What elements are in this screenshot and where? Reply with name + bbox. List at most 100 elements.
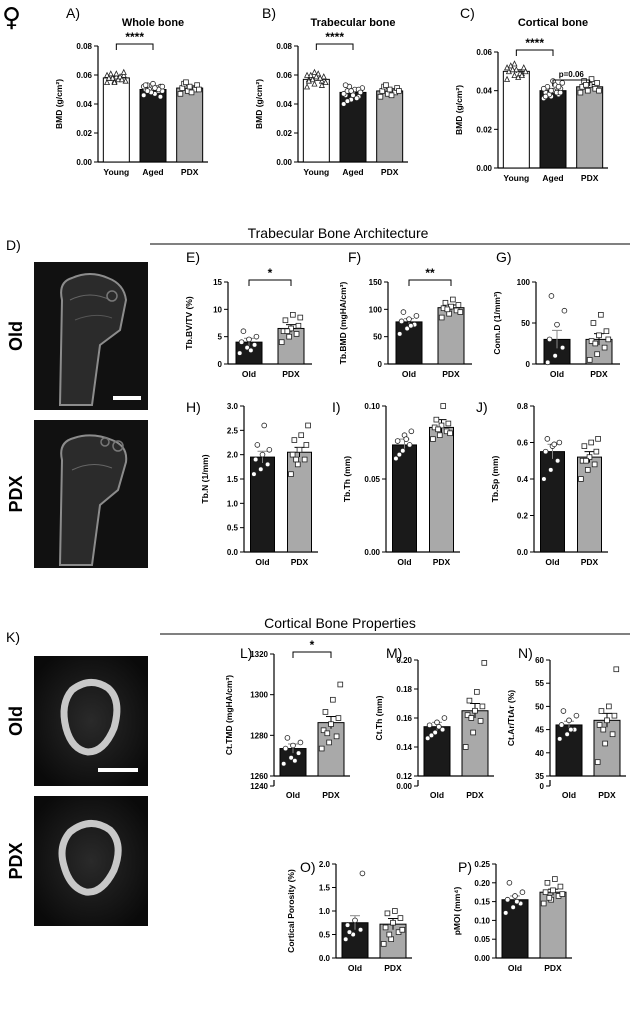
x-tick-label-G: PDX xyxy=(590,369,608,379)
data-point-N xyxy=(611,712,618,719)
data-point-C xyxy=(513,66,520,73)
data-point-B xyxy=(396,88,402,94)
x-tick-label-I: PDX xyxy=(433,557,451,567)
data-point-J xyxy=(551,441,558,448)
data-point-I xyxy=(440,403,447,409)
y-tick-label-E: 5 xyxy=(218,333,223,342)
panel-letter-M: M) xyxy=(386,645,402,661)
data-point-A xyxy=(105,74,112,81)
data-point-B xyxy=(311,68,318,75)
y-tick-label-H: 0.0 xyxy=(227,548,239,557)
data-point-P xyxy=(510,904,516,911)
data-point-B xyxy=(350,92,356,99)
data-point-A xyxy=(107,70,114,77)
chart-panel-B: B) Trabecular bone 0.00 0.02 0.04 0.06 0.08 BMD… xyxy=(254,5,408,177)
y-axis-label-G: Conn.D (1/mm³) xyxy=(492,291,502,354)
data-point-I xyxy=(406,442,413,448)
data-point-G xyxy=(603,328,610,334)
data-point-C xyxy=(588,76,595,82)
y-tick-label-E: 10 xyxy=(213,305,222,314)
data-point-N xyxy=(602,740,608,747)
data-point-F xyxy=(438,314,445,321)
significance-bracket-C xyxy=(515,49,554,56)
significance-label-F: ** xyxy=(425,266,435,280)
chart-panel-E: E) 0 5 10 15 Tb.BV/TV (%) Old PDX * xyxy=(184,249,312,379)
data-point-E xyxy=(278,339,285,345)
y-tick-label-A: 0.06 xyxy=(76,71,92,80)
chart-panel-H: H) 0.0 0.5 1.0 1.5 2.0 2.5 3.0 Tb.N (1/mm) Old PDX xyxy=(186,399,318,567)
data-point-B xyxy=(307,71,314,78)
chart-panel-J: J) 0.0 0.2 0.4 0.6 0.8 Tb.Sp (mm) Old PDX xyxy=(476,399,608,567)
x-tick-label-J: Old xyxy=(545,557,559,567)
data-point-N xyxy=(598,708,605,714)
y-tick-label-G: 50 xyxy=(521,319,530,328)
x-tick-label-B: Young xyxy=(303,167,329,177)
data-point-C xyxy=(504,64,511,71)
data-point-L xyxy=(337,681,344,688)
data-point-O xyxy=(359,870,366,877)
data-point-P xyxy=(504,896,511,903)
image-label-pdx-cortical: PDX xyxy=(6,842,26,879)
y-tick-label-M: 0.14 xyxy=(396,743,412,752)
data-point-H xyxy=(254,442,261,448)
data-point-M xyxy=(432,729,438,736)
data-point-C xyxy=(583,82,589,88)
data-point-P xyxy=(544,880,551,886)
x-tick-label-M: Old xyxy=(430,790,444,800)
data-point-I xyxy=(393,455,399,462)
data-point-O xyxy=(386,931,393,938)
data-point-A xyxy=(120,71,127,78)
panel-letter-O: O) xyxy=(300,859,316,875)
data-point-B xyxy=(353,95,360,101)
old-femur-bone-shape xyxy=(58,273,128,406)
data-point-L xyxy=(297,739,304,746)
chart-title-A: Whole bone xyxy=(122,17,184,29)
y-tick-label-F: 150 xyxy=(369,278,383,287)
data-point-J xyxy=(554,457,561,464)
y-tick-label-J: 0.6 xyxy=(517,439,529,448)
significance-label-L: * xyxy=(310,638,315,652)
panel-letter-F: F) xyxy=(348,249,361,265)
x-tick-label-N: Old xyxy=(562,790,576,800)
y-tick-label-L: 1260 xyxy=(250,772,268,781)
data-point-B xyxy=(304,83,311,90)
data-point-H xyxy=(289,451,296,458)
scale-bar-cortical xyxy=(98,768,138,772)
data-point-F xyxy=(408,322,414,329)
data-point-J xyxy=(583,457,589,464)
data-point-J xyxy=(588,439,595,446)
data-point-L xyxy=(282,745,289,752)
y-tick-label-J: 0.4 xyxy=(517,475,529,484)
image-label-old-cortical: Old xyxy=(6,706,26,736)
data-point-G xyxy=(561,307,568,314)
data-point-M xyxy=(424,735,431,742)
x-tick-label-L: PDX xyxy=(322,790,340,800)
data-point-A xyxy=(120,68,127,75)
x-tick-label-B: Aged xyxy=(342,167,363,177)
data-point-I xyxy=(396,451,403,458)
y-tick-label-F: 0 xyxy=(378,360,383,369)
data-point-E xyxy=(238,339,245,345)
data-point-C xyxy=(559,80,566,86)
data-point-C xyxy=(577,89,584,96)
chart-panel-F: F) 0 50 100 150 Tb.BMD (mgHA/cm³) Old PDX ** xyxy=(338,249,472,379)
data-point-F xyxy=(413,313,420,319)
data-point-F xyxy=(442,299,449,306)
y-tick-label-C: 0.04 xyxy=(476,87,492,96)
y-tick-label-L: 1300 xyxy=(250,691,268,700)
data-point-N xyxy=(594,759,601,765)
y-tick-label-N: 45 xyxy=(535,726,544,735)
y-axis-label-P: pMOI (mm⁴) xyxy=(452,887,462,936)
y-tick-label-N: 55 xyxy=(535,679,544,688)
y-tick-label-I: 0.10 xyxy=(364,402,380,411)
y-tick-label-H: 0.5 xyxy=(227,524,239,533)
data-point-N xyxy=(600,726,607,733)
bar-N-PDX xyxy=(593,719,621,777)
data-point-H xyxy=(305,422,311,429)
y-tick-label-A: 0.08 xyxy=(76,42,92,51)
y-tick-label-P: 0.25 xyxy=(474,860,490,869)
panel-letter-D: D) xyxy=(6,237,21,253)
data-point-J xyxy=(581,443,588,449)
data-point-P xyxy=(519,889,526,895)
